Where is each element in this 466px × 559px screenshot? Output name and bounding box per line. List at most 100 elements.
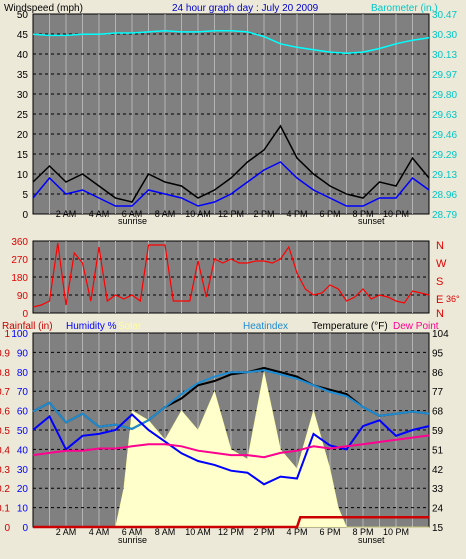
windspeed-axis-label: Windspeed (mph) (4, 3, 83, 14)
baro-y-tick: 28.79 (432, 210, 457, 221)
dewpoint-axis-label: Dew Point (393, 321, 439, 332)
sunrise-label-bottom: sunrise (118, 535, 147, 545)
compass-w: W (436, 258, 447, 270)
wind-y-tick: 0 (22, 210, 28, 221)
rain-y-tick: 0.5 (0, 426, 10, 437)
x-tick-label: 2 PM (253, 209, 274, 219)
compass-e: E (436, 294, 443, 306)
x-tick-label: 4 PM (286, 209, 307, 219)
x-tick-label: 8 PM (352, 209, 373, 219)
wind-direction-line (32, 242, 430, 308)
dir-y-tick: 270 (11, 255, 28, 266)
humidity-y-tick: 70 (17, 387, 29, 398)
temp-y-tick: 24 (432, 504, 444, 515)
x-tick-label: 10 PM (383, 209, 409, 219)
wind-y-tick: 15 (17, 150, 29, 161)
rain-y-tick: 0.8 (0, 368, 10, 379)
baro-y-tick: 28.96 (432, 190, 457, 201)
rain-y-tick: 0.3 (0, 465, 10, 476)
solar-axis-label: Solar (118, 321, 142, 332)
barometer-axis-label: Barometer (in.) (371, 3, 438, 14)
rain-y-tick: 0.4 (0, 445, 10, 456)
temp-y-tick: 42 (432, 465, 444, 476)
wind-y-tick: 35 (17, 70, 29, 81)
baro-y-tick: 29.97 (432, 70, 457, 81)
heatindex-line (32, 369, 430, 430)
wind-y-tick: 10 (17, 170, 29, 181)
humidity-y-tick: 90 (17, 348, 29, 359)
rain-y-tick: 0 (4, 523, 10, 534)
temp-y-tick: 51 (432, 445, 444, 456)
wind-y-tick: 25 (17, 110, 29, 121)
x-tick-label: 2 AM (56, 209, 77, 219)
rainfall-line (33, 516, 429, 529)
dir-y-tick: 0 (22, 309, 28, 320)
rain-y-tick: 0.7 (0, 387, 10, 398)
wind-y-tick: 50 (17, 10, 29, 21)
humidity-axis-label: Humidity % (66, 321, 117, 332)
x-tick-label: 10 PM (383, 527, 409, 537)
x-tick-label: 4 AM (89, 209, 110, 219)
x-tick-label: 2 PM (253, 527, 274, 537)
wind-y-tick: 5 (22, 190, 28, 201)
wind-y-tick: 45 (17, 30, 29, 41)
x-tick-label: 4 PM (286, 527, 307, 537)
rainfall-axis-label: Rainfall (in) (2, 321, 53, 332)
rain-y-tick: 0.1 (0, 504, 10, 515)
x-tick-label: 4 AM (89, 527, 110, 537)
dir-y-tick: 360 (11, 237, 28, 248)
temperature-axis-label: Temperature (°F) (312, 321, 388, 332)
compass-n-bottom: N (436, 308, 444, 320)
sunset-label-bottom: sunset (358, 535, 385, 545)
temp-y-tick: 104 (432, 329, 449, 340)
x-tick-label: 6 PM (319, 527, 340, 537)
barometer-line (32, 29, 430, 55)
baro-y-tick: 29.63 (432, 110, 457, 121)
x-tick-label: 8 AM (155, 209, 176, 219)
dir-y-tick: 90 (17, 291, 29, 302)
heatindex-axis-label: Heatindex (243, 321, 288, 332)
baro-y-tick: 30.30 (432, 30, 457, 41)
wind-y-tick: 40 (17, 50, 29, 61)
baro-y-tick: 29.29 (432, 150, 457, 161)
x-tick-label: 2 AM (56, 527, 77, 537)
x-tick-label: 10 AM (185, 209, 211, 219)
humidity-y-tick: 50 (17, 426, 29, 437)
baro-y-tick: 29.13 (432, 170, 457, 181)
chart-title: 24 hour graph day : July 20 2009 (172, 3, 319, 14)
rain-y-tick: 0.2 (0, 484, 10, 495)
x-tick-label: 6 AM (122, 209, 143, 219)
baro-y-tick: 30.47 (432, 10, 457, 21)
x-tick-label: 6 PM (319, 209, 340, 219)
rain-y-tick: 0.9 (0, 348, 10, 359)
humidity-y-tick: 60 (17, 407, 29, 418)
baro-y-tick: 29.80 (432, 90, 457, 101)
temp-y-tick: 77 (432, 387, 444, 398)
temp-y-tick: 95 (432, 348, 444, 359)
compass-n-top: N (436, 240, 444, 252)
x-tick-label: 10 AM (185, 527, 211, 537)
direction-note: 36° (446, 294, 460, 304)
wind-y-tick: 30 (17, 90, 29, 101)
x-tick-label: 8 PM (352, 527, 373, 537)
wind-y-tick: 20 (17, 130, 29, 141)
gust-line (32, 161, 430, 207)
compass-s: S (436, 276, 443, 288)
x-tick-label: 8 AM (155, 527, 176, 537)
x-tick-label: 6 AM (122, 527, 143, 537)
temp-y-tick: 15 (432, 523, 444, 534)
dir-y-tick: 180 (11, 273, 28, 284)
temp-y-tick: 68 (432, 407, 444, 418)
temp-y-tick: 59 (432, 426, 444, 437)
humidity-y-tick: 10 (17, 504, 29, 515)
humidity-y-tick: 30 (17, 465, 29, 476)
sunset-label-top: sunset (358, 216, 385, 226)
baro-y-tick: 29.46 (432, 130, 457, 141)
humidity-line (32, 413, 430, 486)
windspeed-line (32, 124, 430, 203)
sunrise-label-top: sunrise (118, 216, 147, 226)
humidity-y-tick: 20 (17, 484, 29, 495)
humidity-y-tick: 100 (11, 329, 28, 340)
x-tick-label: 12 PM (218, 209, 244, 219)
